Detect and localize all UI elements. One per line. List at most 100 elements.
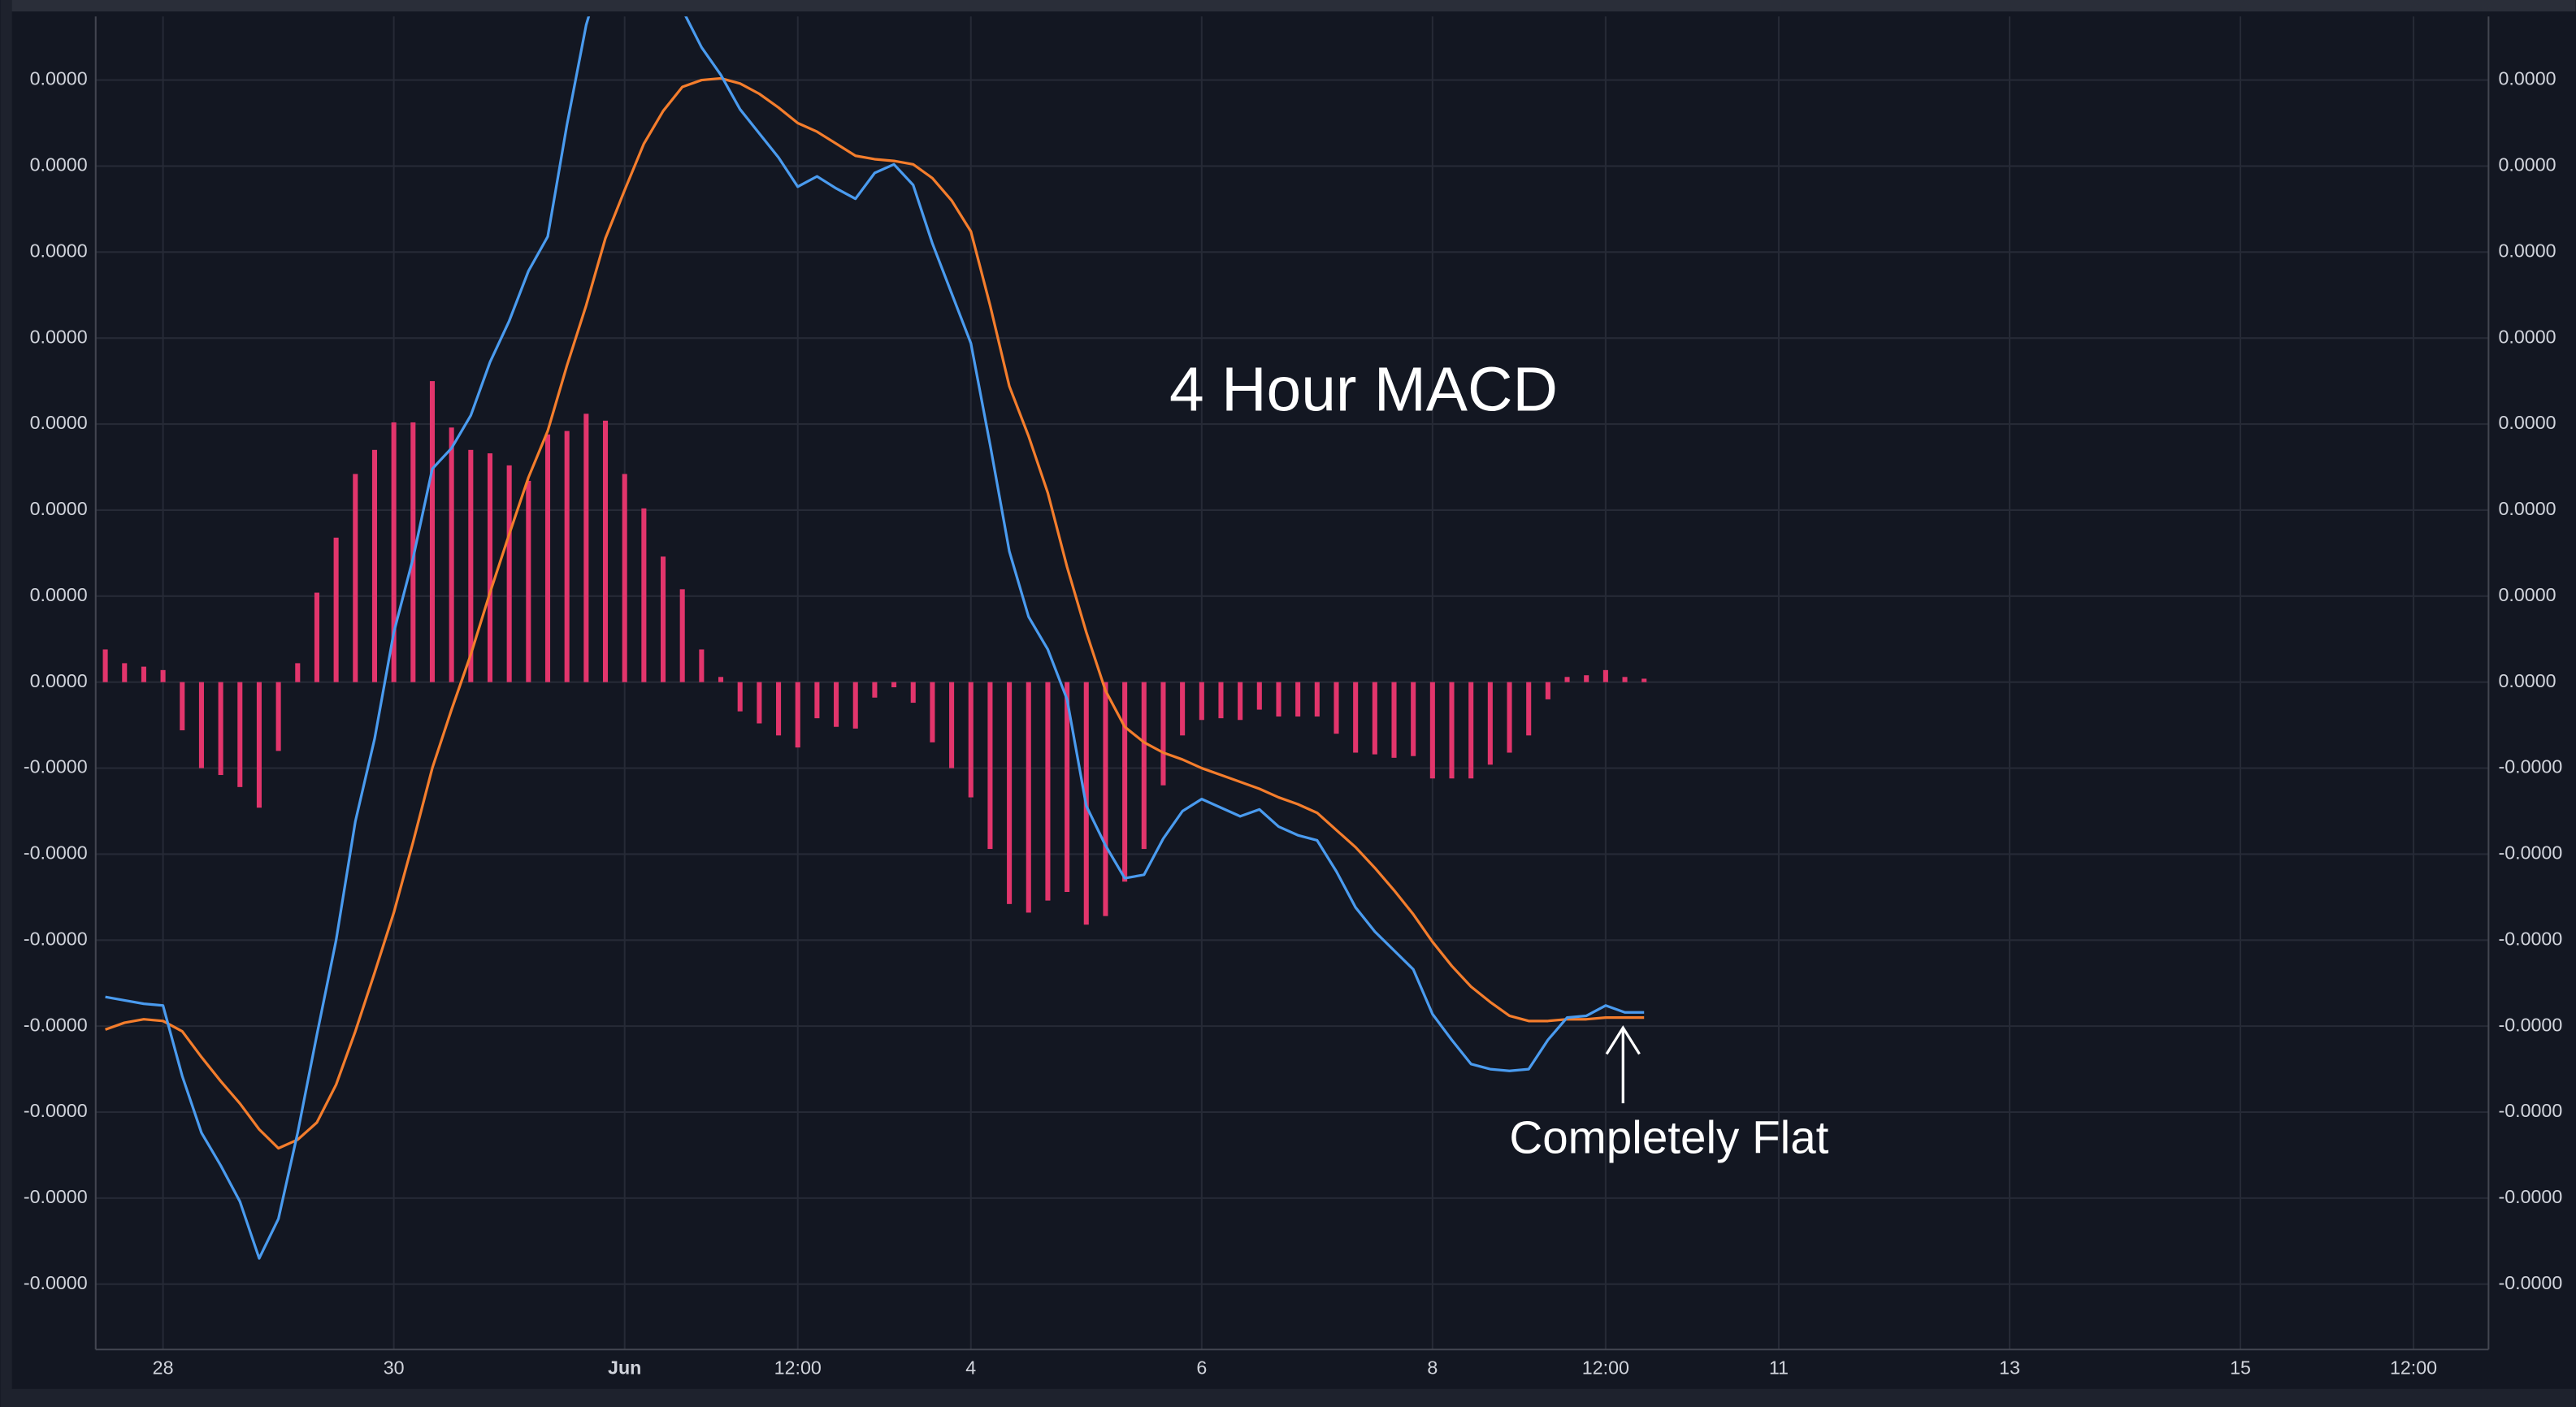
y-tick-label: 0.0000 [30,154,88,175]
histogram-bar [1045,682,1051,901]
histogram-bar [1141,682,1147,850]
histogram-bar [622,474,627,682]
histogram-bar [1468,682,1474,779]
histogram-bar [910,682,916,704]
histogram-bar [1122,682,1128,882]
histogram-bar [333,537,339,682]
histogram-bar [1103,682,1108,916]
histogram-bar [1602,669,1608,682]
histogram-bar [1545,682,1550,699]
histogram-bar [1334,682,1339,734]
histogram-bar [1065,682,1070,893]
histogram-bar [198,682,204,768]
x-tick-label: 15 [2230,1357,2251,1379]
y-tick-label: -0.0000 [24,1014,88,1035]
histogram-bar [1295,682,1301,717]
y2-tick-label: -0.0000 [2498,756,2562,777]
histogram-bar [602,420,609,682]
histogram-bar [1180,682,1186,736]
histogram-bar [487,453,493,682]
y2-tick-label: -0.0000 [2498,842,2562,864]
line-series [105,76,1645,1150]
y2-tick-label: 0.0000 [2498,68,2556,89]
histogram-bar [218,682,223,776]
x-tick-label: 30 [384,1357,405,1379]
y2-tick-label: 0.0000 [2498,498,2556,519]
histogram-bar [718,677,724,682]
grid-layer [95,16,2489,1350]
histogram-bar [1411,682,1416,756]
y-tick-label: 0.0000 [30,240,88,261]
histogram-bar [583,413,589,682]
y-tick-label: -0.0000 [24,928,88,949]
histogram-bar [468,449,474,682]
y2-tick-label: -0.0000 [2498,1100,2562,1121]
bottom-toolbar [0,1388,2576,1407]
plot-area [102,16,1647,1260]
histogram-bar [102,649,108,682]
histogram-bar [160,669,166,682]
y-tick-label: -0.0000 [24,1272,88,1293]
histogram-bar [1238,682,1243,721]
histogram-bar [679,589,685,682]
histogram-bar [1160,682,1166,786]
y2-tick-label: 0.0000 [2498,412,2556,433]
histogram-bar [1641,678,1647,682]
histogram-bar [1256,682,1262,710]
histogram-bar [1026,682,1031,913]
histogram-bar [1314,682,1320,717]
histogram-bar [314,592,319,682]
histogram-bar [1353,682,1359,753]
histogram-bar [641,508,647,682]
y-tick-label: 0.0000 [30,412,88,433]
y2-tick-label: -0.0000 [2498,1272,2562,1293]
y-tick-label: -0.0000 [24,1186,88,1207]
x-tick-label: 13 [1999,1357,2020,1379]
histogram-bar [1218,682,1224,719]
histogram-bar [737,682,743,712]
histogram-bar [930,682,935,742]
histogram-bar [1199,682,1204,721]
histogram-bar [1622,677,1628,682]
histogram-bar [391,422,397,682]
histogram-bar [795,682,800,748]
x-tick-label: Jun [608,1357,641,1379]
arrow-head [1605,1025,1641,1055]
y-tick-label: -0.0000 [24,1100,88,1121]
annotation: Completely Flat [1509,1112,1828,1163]
histogram-bar [987,682,993,850]
x-tick-label: 12:00 [774,1357,822,1379]
histogram-bar [1007,682,1013,904]
histogram-bar [256,682,262,808]
histogram-bar [1564,677,1570,682]
histogram-bar [275,682,281,751]
y2-tick-label: -0.0000 [2498,1014,2562,1035]
y2-tick-label: 0.0000 [2498,670,2556,691]
histogram-bar [660,556,666,682]
histogram-bar [1487,682,1493,765]
histogram-bar [564,431,570,682]
histogram-bar [872,682,878,698]
histogram-bar [449,427,454,682]
chart-title: 4 Hour MACD [1169,354,1558,424]
y-tick-label: -0.0000 [24,842,88,864]
y-tick-label: 0.0000 [30,498,88,519]
line-series [105,16,1645,1260]
histogram-bar [1526,682,1532,736]
y2-tick-label: 0.0000 [2498,584,2556,605]
x-tick-label: 11 [1769,1357,1789,1379]
x-tick-label: 4 [965,1357,976,1379]
histogram-bar [968,682,974,798]
x-tick-label: 12:00 [1582,1357,1629,1379]
histogram-bar [949,682,955,768]
histogram-bar [122,663,128,682]
histogram-bar [1429,682,1435,779]
histogram-bar [295,663,301,682]
histogram-bar [852,682,858,729]
histogram-bar [353,474,358,682]
y2-tick-label: -0.0000 [2498,1186,2562,1207]
histogram-bar [1276,682,1281,717]
histogram-bar [141,666,146,682]
histogram-bar [1372,682,1377,755]
